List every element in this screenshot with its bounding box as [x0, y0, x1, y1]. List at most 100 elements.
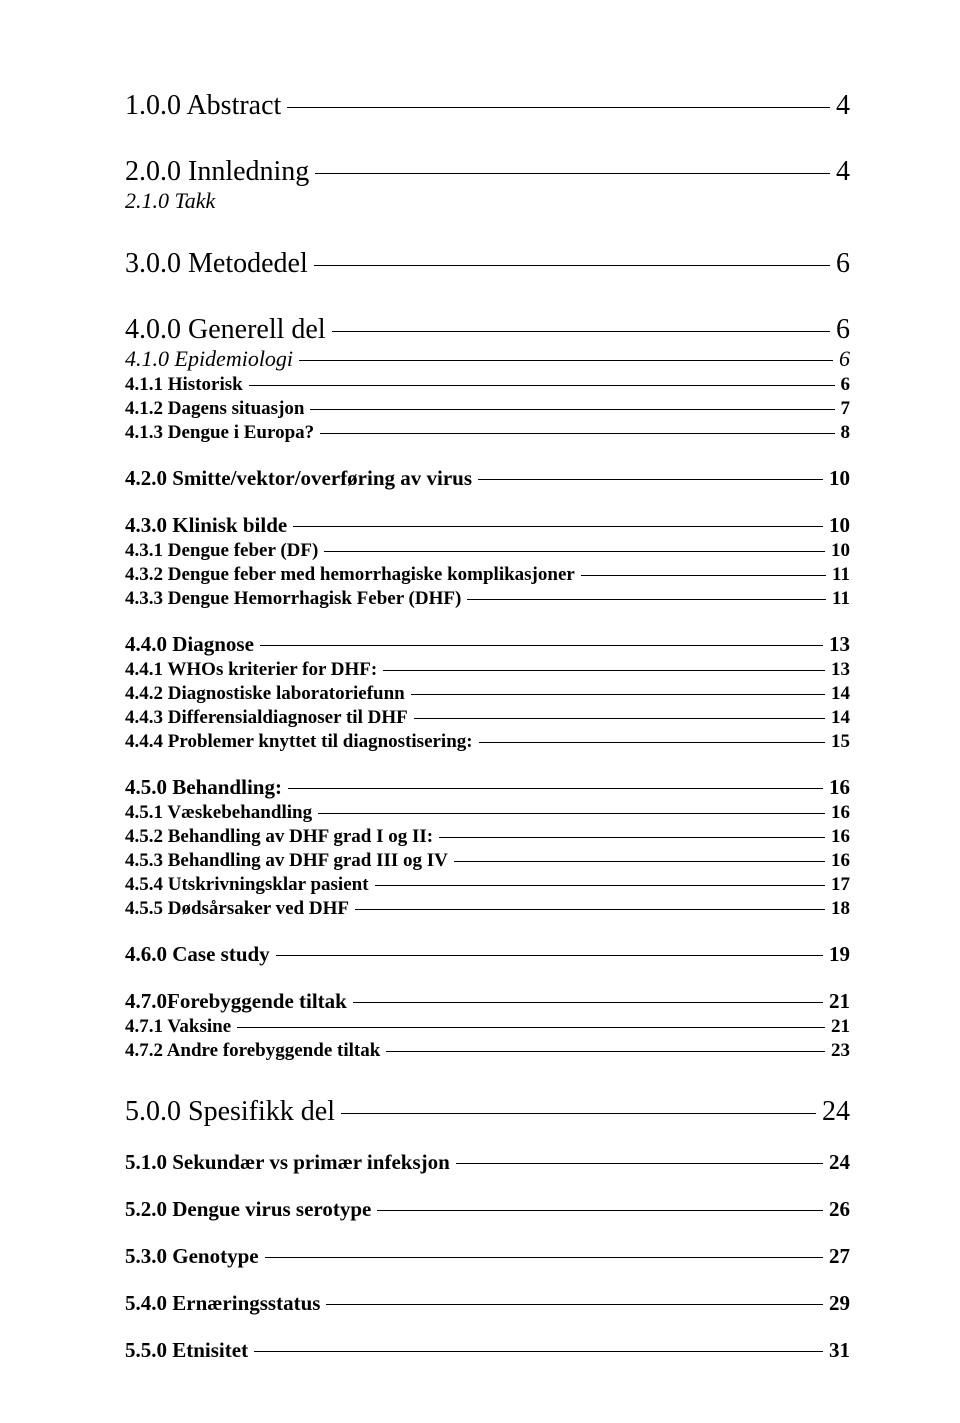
toc-page-number: 10 — [829, 466, 850, 491]
toc-leader-line — [479, 742, 825, 743]
toc-entry: 4.1.1 Historisk6 — [125, 374, 850, 396]
toc-leader-line — [254, 1351, 823, 1352]
toc-leader-line — [293, 526, 823, 527]
toc-label: 1.0.0 Abstract — [125, 90, 281, 122]
toc-label: 2.1.0 Takk — [125, 188, 215, 214]
toc-leader-line — [414, 718, 825, 719]
toc-label: 4.7.1 Vaksine — [125, 1016, 231, 1038]
toc-leader-line — [355, 909, 825, 910]
toc-leader-line — [353, 1002, 823, 1003]
toc-entry: 5.1.0 Sekundær vs primær infeksjon24 — [125, 1150, 850, 1175]
toc-entry: 4.4.3 Differensialdiagnoser til DHF14 — [125, 707, 850, 729]
toc-label: 4.5.4 Utskrivningsklar pasient — [125, 874, 369, 896]
toc-label: 4.1.0 Epidemiologi — [125, 346, 293, 372]
toc-leader-line — [456, 1163, 823, 1164]
toc-entry: 4.3.3 Dengue Hemorrhagisk Feber (DHF)11 — [125, 588, 850, 610]
toc-entry: 4.5.5 Dødsårsaker ved DHF18 — [125, 898, 850, 920]
toc-entry: 4.5.3 Behandling av DHF grad III og IV16 — [125, 850, 850, 872]
toc-page-number: 27 — [829, 1244, 850, 1269]
toc-leader-line — [276, 955, 823, 956]
toc-page-number: 16 — [831, 802, 850, 824]
toc-page-number: 26 — [829, 1197, 850, 1222]
toc-leader-line — [318, 813, 825, 814]
toc-leader-line — [314, 265, 830, 266]
toc-entry: 4.1.2 Dagens situasjon 7 — [125, 398, 850, 420]
toc-label: 5.5.0 Etnisitet — [125, 1338, 248, 1363]
toc-page-number: 13 — [831, 659, 850, 681]
toc-label: 4.5.5 Dødsårsaker ved DHF — [125, 898, 349, 920]
toc-page-number: 17 — [831, 874, 850, 896]
toc-label: 5.4.0 Ernæringsstatus — [125, 1291, 320, 1316]
toc-entry: 4.1.0 Epidemiologi 6 — [125, 346, 850, 372]
toc-page-number: 6 — [839, 346, 850, 372]
toc-page-number: 19 — [829, 942, 850, 967]
toc-leader-line — [237, 1027, 825, 1028]
toc-label: 4.1.2 Dagens situasjon — [125, 398, 304, 420]
toc-leader-line — [383, 670, 825, 671]
toc-entry: 4.7.0Forebyggende tiltak21 — [125, 989, 850, 1014]
toc-page-number: 11 — [832, 564, 850, 586]
toc-leader-line — [581, 575, 826, 576]
toc-page-number: 14 — [831, 707, 850, 729]
toc-page-number: 7 — [841, 398, 851, 420]
toc-label: 4.4.4 Problemer knyttet til diagnostiser… — [125, 731, 473, 753]
toc-label: 4.4.2 Diagnostiske laboratoriefunn — [125, 683, 405, 705]
toc-page-number: 16 — [831, 826, 850, 848]
toc-label: 4.4.0 Diagnose — [125, 632, 254, 657]
toc-entry: 5.2.0 Dengue virus serotype 26 — [125, 1197, 850, 1222]
toc-entry: 5.5.0 Etnisitet 31 — [125, 1338, 850, 1363]
toc-label: 4.3.0 Klinisk bilde — [125, 513, 287, 538]
toc-page-number: 16 — [831, 850, 850, 872]
toc-entry: 4.7.1 Vaksine21 — [125, 1016, 850, 1038]
toc-leader-line — [454, 861, 825, 862]
toc-label: 4.4.1 WHOs kriterier for DHF: — [125, 659, 377, 681]
toc-page-number: 13 — [829, 632, 850, 657]
toc-entry: 4.0.0 Generell del6 — [125, 314, 850, 346]
toc-page-number: 10 — [831, 540, 850, 562]
toc-entry: 4.4.1 WHOs kriterier for DHF: 13 — [125, 659, 850, 681]
toc-entry: 5.3.0 Genotype27 — [125, 1244, 850, 1269]
toc-page-number: 24 — [822, 1096, 850, 1128]
toc-entry: 2.0.0 Innledning 4 — [125, 156, 850, 188]
toc-label: 5.2.0 Dengue virus serotype — [125, 1197, 371, 1222]
toc-leader-line — [467, 599, 826, 600]
toc-label: 4.3.2 Dengue feber med hemorrhagiske kom… — [125, 564, 575, 586]
toc-label: 4.1.1 Historisk — [125, 374, 243, 396]
toc-page-number: 8 — [841, 422, 851, 444]
toc-leader-line — [332, 331, 830, 332]
toc-page: 1.0.0 Abstract4 2.0.0 Innledning 4 2.1.0 Ta… — [0, 0, 960, 1423]
toc-leader-line — [288, 788, 823, 789]
toc-entry: 4.3.2 Dengue feber med hemorrhagiske kom… — [125, 564, 850, 586]
toc-entry: 4.5.4 Utskrivningsklar pasient 17 — [125, 874, 850, 896]
toc-label: 2.0.0 Innledning — [125, 156, 309, 188]
toc-page-number: 4 — [836, 156, 850, 188]
toc-label: 4.7.2 Andre forebyggende tiltak — [125, 1040, 380, 1062]
toc-page-number: 6 — [836, 248, 850, 280]
toc-leader-line — [386, 1051, 825, 1052]
toc-page-number: 31 — [829, 1338, 850, 1363]
toc-entry: 1.0.0 Abstract4 — [125, 90, 850, 122]
toc-entry: 4.4.0 Diagnose 13 — [125, 632, 850, 657]
toc-leader-line — [439, 837, 825, 838]
toc-leader-line — [341, 1113, 816, 1114]
toc-label: 4.2.0 Smitte/vektor/overføring av virus — [125, 466, 472, 491]
toc-leader-line — [324, 551, 825, 552]
toc-leader-line — [260, 645, 823, 646]
toc-label: 4.3.1 Dengue feber (DF) — [125, 540, 318, 562]
toc-label: 4.5.0 Behandling: — [125, 775, 282, 800]
toc-label: 4.1.3 Dengue i Europa? — [125, 422, 314, 444]
toc-page-number: 6 — [836, 314, 850, 346]
toc-label: 4.5.1 Væskebehandling — [125, 802, 312, 824]
toc-entry: 4.3.0 Klinisk bilde10 — [125, 513, 850, 538]
toc-page-number: 15 — [831, 731, 850, 753]
toc-entry: 4.6.0 Case study19 — [125, 942, 850, 967]
toc-label: 4.5.2 Behandling av DHF grad I og II: — [125, 826, 433, 848]
toc-entry: 4.5.0 Behandling:16 — [125, 775, 850, 800]
toc-entry: 4.2.0 Smitte/vektor/overføring av virus 1… — [125, 466, 850, 491]
toc-leader-line — [315, 173, 830, 174]
toc-entry: 2.1.0 Takk — [125, 188, 850, 214]
toc-leader-line — [310, 409, 834, 410]
toc-entry: 4.5.2 Behandling av DHF grad I og II: 16 — [125, 826, 850, 848]
toc-leader-line — [377, 1210, 823, 1211]
toc-entry: 4.3.1 Dengue feber (DF) 10 — [125, 540, 850, 562]
